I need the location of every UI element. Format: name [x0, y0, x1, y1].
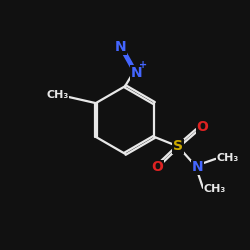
- Text: CH₃: CH₃: [216, 152, 238, 162]
- Text: O: O: [196, 120, 208, 134]
- Text: N: N: [115, 40, 126, 54]
- Text: CH₃: CH₃: [204, 184, 226, 194]
- Text: O: O: [151, 160, 163, 174]
- Text: +: +: [139, 60, 147, 70]
- Text: N: N: [131, 66, 142, 80]
- Text: CH₃: CH₃: [47, 90, 69, 100]
- Text: N: N: [192, 160, 204, 174]
- Text: S: S: [173, 139, 183, 153]
